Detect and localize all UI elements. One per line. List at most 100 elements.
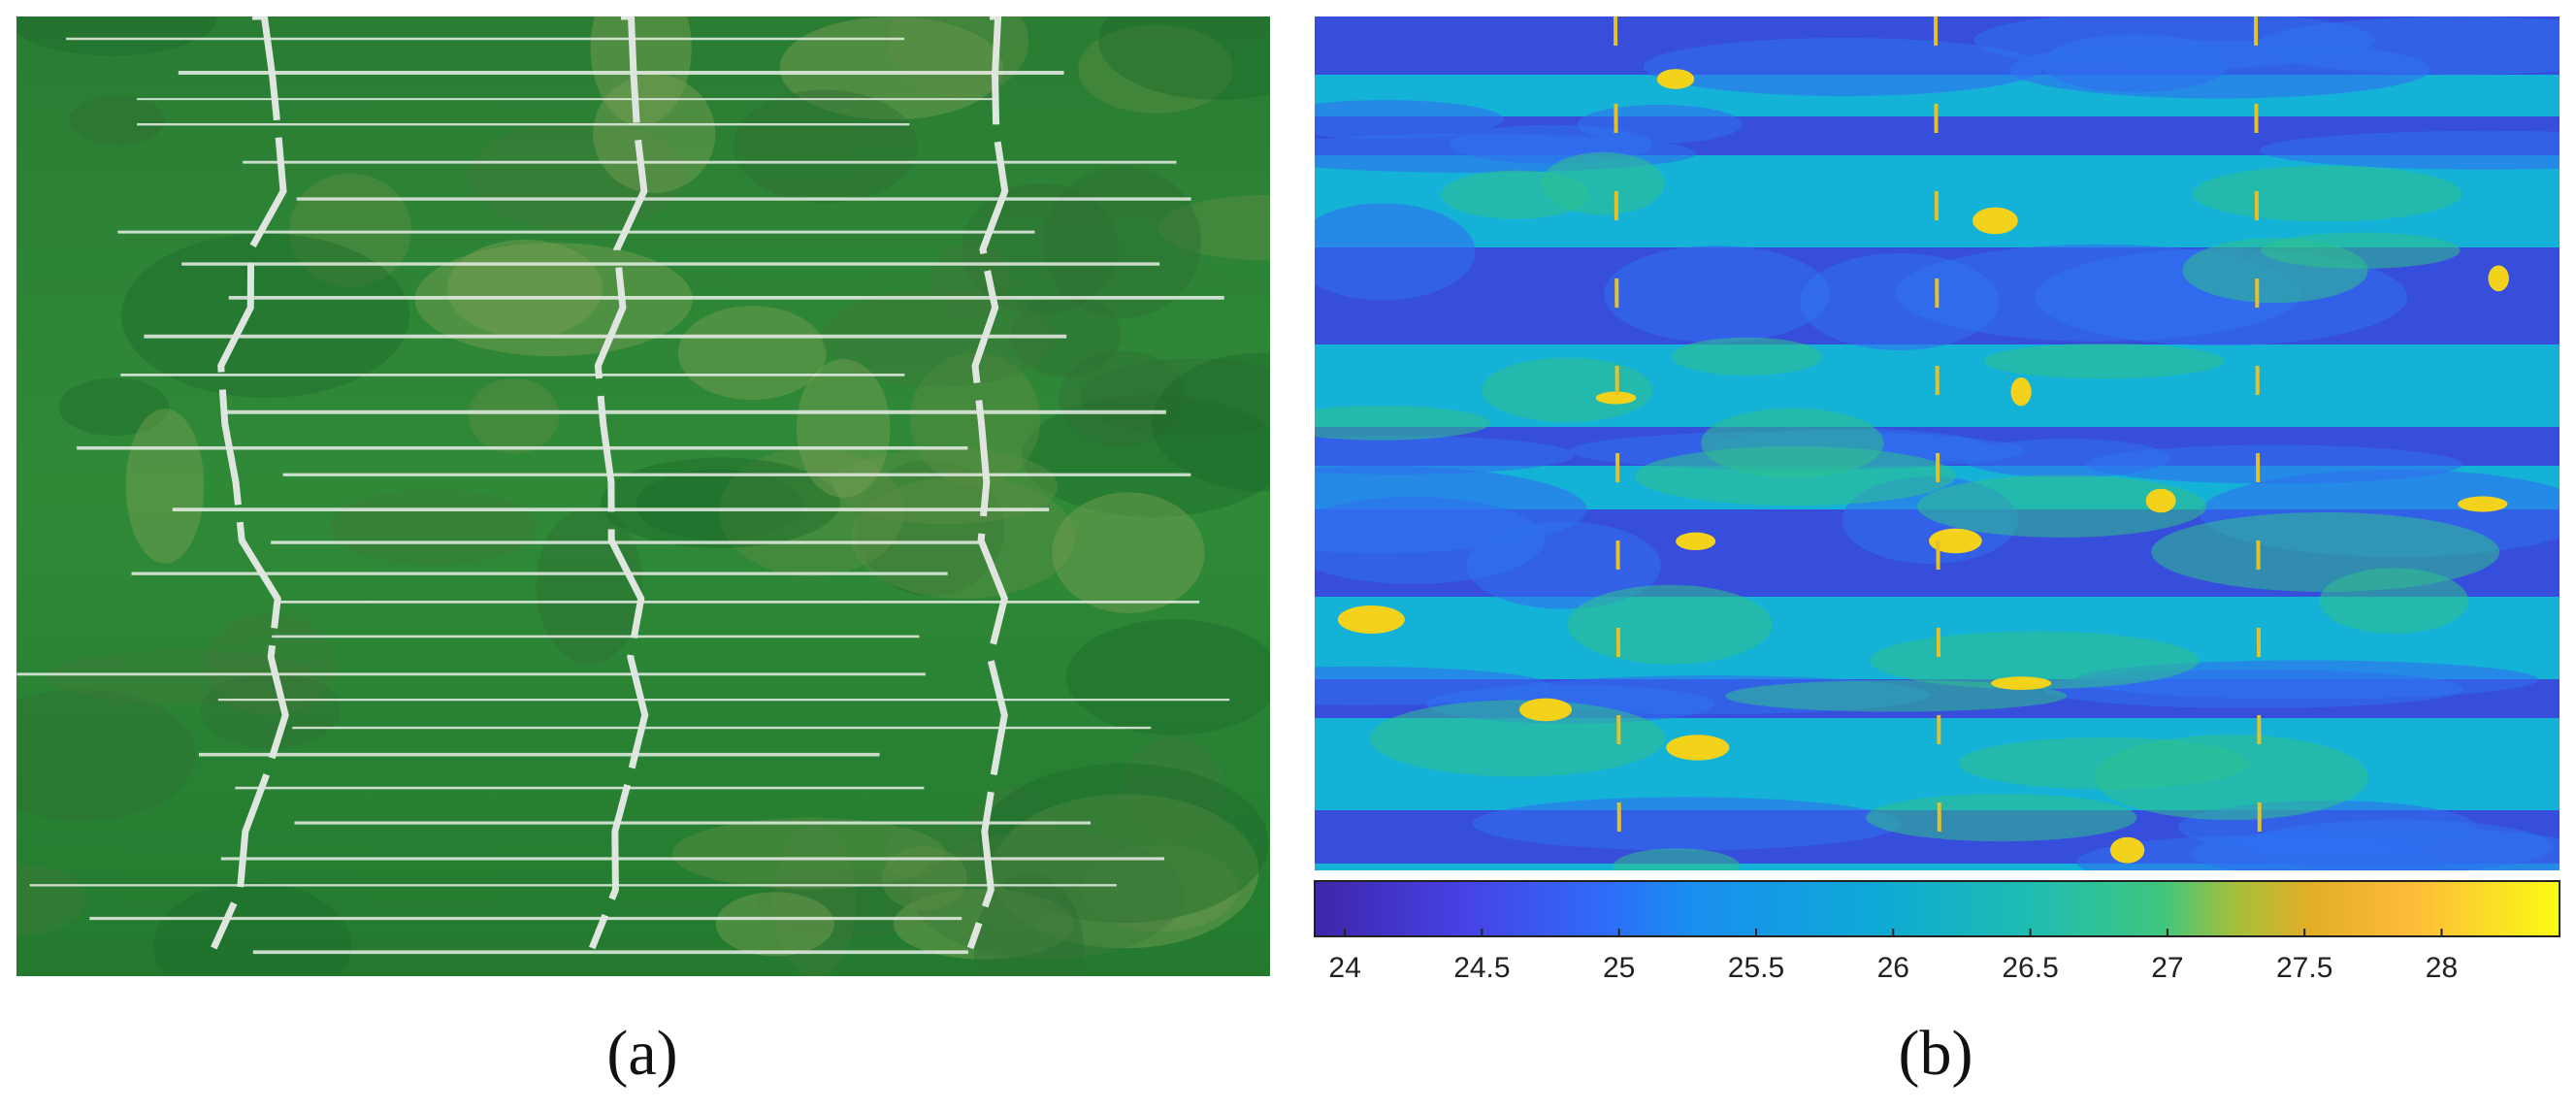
hot-post-line	[2254, 16, 2262, 870]
panel-label: (a)	[606, 1018, 677, 1089]
cool-patch	[1315, 203, 1476, 301]
cool-patch	[1315, 436, 1575, 475]
foliage-patch	[773, 824, 857, 976]
foliage-patch	[1158, 194, 1270, 261]
foliage-patch	[469, 378, 560, 454]
hot-post-line	[1614, 16, 1621, 870]
foliage-patch	[715, 892, 834, 957]
foliage-patch	[46, 650, 315, 703]
foliage-patch	[832, 447, 1059, 525]
foliage-patch	[1078, 24, 1234, 114]
foliage-patch	[1022, 394, 1270, 517]
vine-row	[211, 16, 289, 950]
colorbar	[1314, 880, 2560, 937]
foliage-patch	[881, 846, 967, 911]
hot-spot	[1676, 532, 1716, 551]
foliage-patch	[672, 817, 947, 890]
vine-row	[588, 16, 649, 950]
colorbar-tick-label: 26	[1877, 952, 1909, 984]
aerial-photo	[16, 16, 1270, 976]
warm-patch	[2261, 232, 2461, 269]
hot-spot	[2109, 836, 2145, 864]
hot-spot	[2145, 488, 2176, 513]
foliage-patch	[733, 89, 918, 204]
foliage-patch	[16, 16, 217, 56]
cool-patch	[2076, 834, 2447, 870]
foliage-patch	[677, 306, 827, 401]
foliage-patch	[635, 469, 803, 540]
cool-patch	[1472, 797, 1902, 851]
colorbar-tick-label: 24.5	[1453, 952, 1510, 984]
colorbar-tick-label: 26.5	[2002, 952, 2058, 984]
foliage-patch	[125, 409, 205, 564]
thermal-map	[1315, 16, 2560, 870]
hot-spot	[1991, 676, 2052, 691]
foliage-patch	[329, 488, 538, 565]
warm-patch	[1672, 337, 1823, 376]
foliage-patch	[755, 869, 944, 938]
hot-post-line	[1934, 16, 1941, 870]
foliage-patch	[467, 120, 686, 231]
cool-patch	[1604, 245, 1830, 343]
foliage-patch	[1081, 844, 1239, 932]
foliage-patch	[121, 233, 410, 398]
hot-spot	[1973, 207, 2018, 235]
colorbar-tick-label: 25	[1603, 952, 1635, 984]
foliage-patch	[601, 457, 840, 548]
foliage-patch	[1059, 350, 1187, 447]
foliage-patch	[962, 182, 1120, 314]
cool-patch	[1315, 666, 1551, 705]
foliage-patch	[69, 95, 166, 146]
foliage-patch	[1052, 492, 1205, 613]
foliage-patch	[857, 459, 1005, 596]
foliage-patch	[152, 882, 352, 976]
foliage-patch	[1080, 358, 1270, 437]
cool-patch	[1961, 439, 2170, 478]
foliage-patch	[1043, 165, 1201, 319]
warm-patch	[1869, 631, 2200, 690]
warm-patch	[1983, 343, 2225, 379]
cool-patch	[1315, 100, 1504, 140]
colorbar-tick-label: 24	[1328, 952, 1360, 984]
warm-patch	[1866, 794, 2137, 842]
warm-patch	[1315, 406, 1490, 441]
foliage-patch	[446, 240, 603, 338]
cool-patch	[2259, 130, 2560, 170]
warm-patch	[2192, 165, 2462, 222]
warm-patch	[2319, 568, 2469, 634]
hot-spot	[1666, 735, 1730, 761]
warm-patch	[1567, 584, 1773, 665]
foliage-patch	[289, 173, 412, 288]
warm-patch	[1917, 474, 2207, 538]
foliage-patch	[16, 689, 196, 821]
cool-patch	[2008, 40, 2431, 99]
foliage-patch	[1065, 619, 1270, 736]
colorbar-tick-label: 28	[2426, 952, 2458, 984]
foliage-patch	[1121, 736, 1225, 846]
foliage-patch	[893, 889, 1074, 960]
foliage-patch	[851, 475, 1075, 600]
warm-patch	[1441, 170, 1590, 219]
hot-spot	[1337, 605, 1405, 634]
cool-patch	[1577, 104, 1743, 144]
foliage-patch	[1152, 352, 1270, 492]
warm-patch	[1701, 408, 1884, 478]
foliage-patch	[593, 74, 716, 193]
foliage-patch	[973, 873, 1085, 976]
foliage-patch	[16, 864, 86, 937]
colorbar-tick-label: 27	[2151, 952, 2183, 984]
hot-spot	[2458, 496, 2508, 512]
foliage-patch	[58, 377, 170, 437]
hot-spot	[2010, 377, 2032, 407]
foliage-patch	[978, 763, 1269, 924]
foliage-patch	[779, 16, 1004, 120]
hot-spot	[1929, 528, 1982, 554]
colorbar-tick-label: 25.5	[1728, 952, 1784, 984]
warm-patch	[1725, 679, 2068, 712]
cool-patch	[1643, 37, 2044, 96]
foliage-patch	[992, 794, 1259, 949]
hot-spot	[1518, 698, 1573, 722]
warm-patch	[1369, 700, 1666, 777]
